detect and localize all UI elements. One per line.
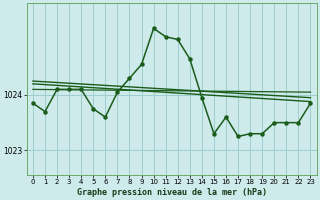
X-axis label: Graphe pression niveau de la mer (hPa): Graphe pression niveau de la mer (hPa) [77,188,267,197]
